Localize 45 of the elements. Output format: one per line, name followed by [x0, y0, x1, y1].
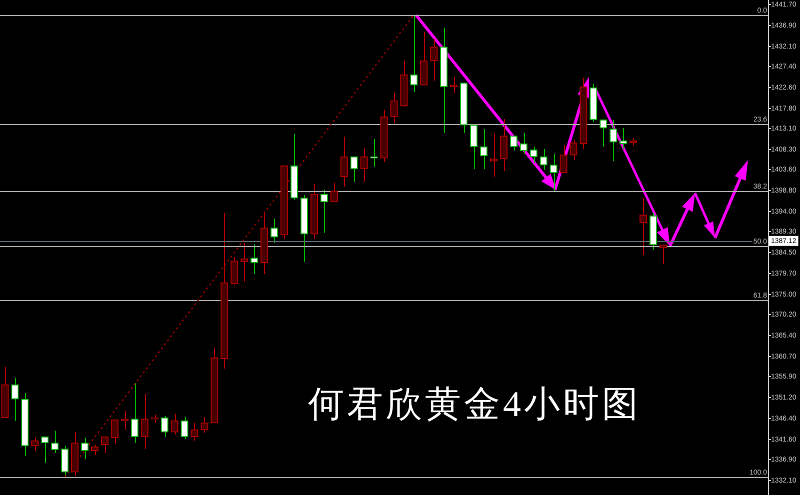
candlestick	[180, 416, 188, 440]
candlestick	[390, 92, 398, 124]
text: 何君欣黄金4小时图	[308, 383, 641, 426]
candlestick	[190, 422, 198, 442]
candlestick	[450, 76, 458, 94]
candlestick	[100, 436, 109, 454]
candlestick	[140, 393, 148, 450]
candlestick	[51, 430, 59, 454]
candlestick	[430, 38, 438, 82]
candlestick	[340, 136, 348, 188]
candlestick	[170, 413, 178, 436]
candlestick	[350, 156, 358, 182]
candlestick	[540, 148, 548, 170]
candlestick	[11, 377, 19, 422]
candlestick	[570, 139, 578, 160]
candlestick	[90, 444, 99, 456]
candlestick	[659, 244, 668, 264]
candlestick	[270, 218, 278, 244]
candlestick	[520, 132, 528, 154]
candlestick	[550, 153, 558, 192]
candlestick	[500, 118, 508, 172]
candlestick	[360, 148, 368, 182]
candlestick	[410, 14, 418, 93]
candlestick	[320, 189, 328, 234]
candlestick	[31, 437, 39, 452]
candlestick	[110, 419, 119, 444]
candlestick	[230, 256, 238, 286]
candlestick	[200, 416, 208, 434]
candlestick	[160, 415, 168, 438]
candlestick	[610, 119, 618, 162]
candlestick	[600, 119, 608, 148]
candlestick	[41, 436, 49, 464]
candlestick	[250, 244, 258, 274]
candlestick	[560, 144, 568, 174]
candlestick	[130, 382, 138, 444]
candlestick	[510, 135, 518, 152]
candlestick	[480, 128, 488, 170]
candlestick	[330, 182, 338, 202]
candlestick	[470, 124, 478, 170]
candlestick	[420, 31, 428, 86]
candlestick	[530, 146, 538, 164]
candlestick	[639, 198, 648, 256]
candlestick	[61, 445, 69, 478]
candlestick	[490, 133, 498, 178]
candlestick	[80, 437, 89, 460]
